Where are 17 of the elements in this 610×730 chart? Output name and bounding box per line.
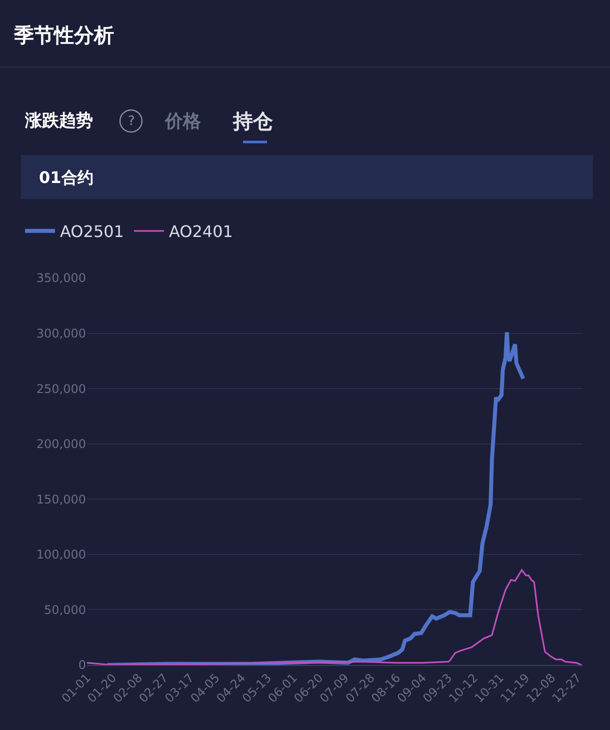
y-tick-label: 200,000 bbox=[36, 437, 86, 452]
y-tick-label: 250,000 bbox=[36, 382, 86, 396]
y-tick-label: 150,000 bbox=[36, 492, 86, 506]
y-tick-label: 50,000 bbox=[44, 602, 86, 617]
line-series bbox=[87, 569, 582, 665]
text: ? bbox=[128, 114, 135, 129]
y-tick-label: 300,000 bbox=[36, 326, 86, 340]
text: 持仓 bbox=[232, 109, 274, 133]
legend-label: AO2501 bbox=[60, 222, 124, 242]
y-tick-label: 0 bbox=[78, 658, 86, 672]
chart-title: 季节性分析 bbox=[13, 23, 114, 47]
text: 价格 bbox=[164, 111, 202, 132]
y-tick-label: 350,000 bbox=[36, 271, 86, 286]
text: 01合约 bbox=[39, 168, 94, 187]
y-tick-label: 100,000 bbox=[36, 548, 86, 562]
text: 涨跌趋势 bbox=[24, 111, 93, 131]
legend-label: AO2401 bbox=[168, 222, 233, 242]
